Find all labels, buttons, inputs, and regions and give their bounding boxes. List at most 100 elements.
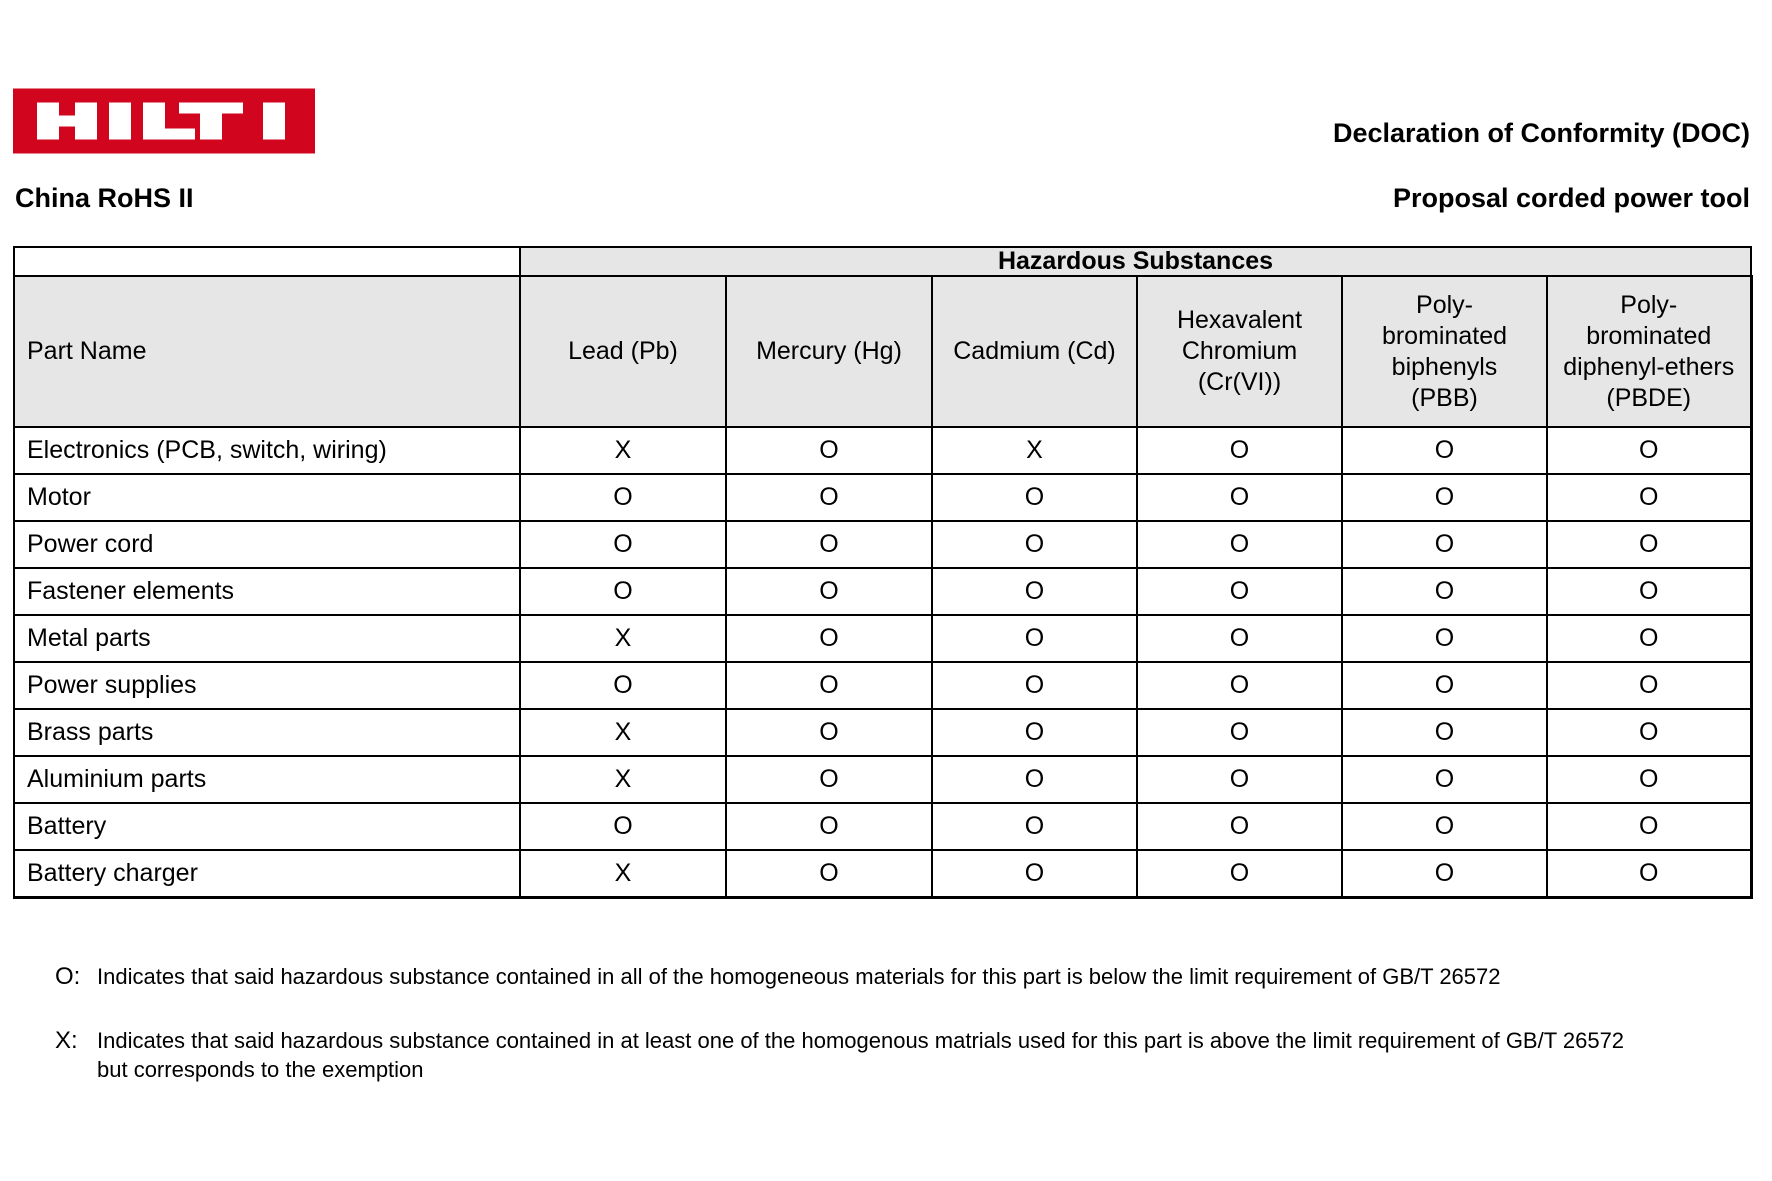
part-name-cell: Motor [13,473,521,522]
rohs-substances-table: Hazardous Substances Part Name Lead (Pb)… [13,246,1753,899]
value-cell: O [1341,567,1548,616]
table-row-power-supplies: Power supplies O O O O O O [13,661,1753,710]
part-name-header: Part Name [13,275,521,428]
value-cell: O [519,520,727,569]
value-cell: O [931,520,1138,569]
value-cell: O [1136,426,1343,475]
value-cell: O [931,567,1138,616]
value-cell: O [519,661,727,710]
value-cell: X [519,708,727,757]
value-cell: O [1136,520,1343,569]
value-cell: O [725,426,933,475]
part-name-cell: Battery charger [13,849,521,899]
part-name-cell: Metal parts [13,614,521,663]
value-cell: X [931,426,1138,475]
value-cell: O [1136,661,1343,710]
value-cell: X [519,755,727,804]
value-cell: O [931,849,1138,899]
value-cell: O [519,567,727,616]
value-cell: O [725,567,933,616]
value-cell: O [931,661,1138,710]
subtitle-china-rohs: China RoHS II [15,183,194,213]
part-name-cell: Battery [13,802,521,851]
table-row-metal-parts: Metal parts X O O O O O [13,614,1753,663]
doc-title: Declaration of Conformity (DOC) [1332,118,1750,148]
value-cell: O [1136,755,1343,804]
value-cell: O [725,520,933,569]
part-name-cell: Electronics (PCB, switch, wiring) [13,426,521,475]
value-cell: O [1546,614,1753,663]
value-cell: O [931,473,1138,522]
hilti-logo [13,88,315,154]
value-cell: O [1136,614,1343,663]
legend-text-x: Indicates that said hazardous substance … [97,1028,1625,1082]
legend-item-o: O: Indicates that said hazardous substan… [55,962,1501,991]
value-cell: O [931,614,1138,663]
legend-item-x: X: Indicates that said hazardous substan… [55,1026,1624,1084]
value-cell: O [1341,614,1548,663]
group-header-row: Hazardous Substances [13,246,1752,277]
value-cell: O [1136,567,1343,616]
value-cell: O [1546,708,1753,757]
column-header-row: Part Name Lead (Pb) Mercury (Hg) Cadmium… [13,275,1753,428]
column-header-pbde: Poly- brominated diphenyl-ethers (PBDE) [1546,275,1753,428]
value-cell: O [1341,802,1548,851]
value-cell: O [725,849,933,899]
value-cell: O [1136,849,1343,899]
part-name-cell: Brass parts [13,708,521,757]
value-cell: X [519,426,727,475]
value-cell: O [1341,755,1548,804]
table-top-left-spacer [13,246,521,277]
value-cell: O [1136,802,1343,851]
value-cell: X [519,614,727,663]
value-cell: O [725,614,933,663]
table-row-power-cord: Power cord O O O O O O [13,520,1753,569]
value-cell: O [1341,520,1548,569]
legend-symbol-o: O: [55,963,81,990]
table-row-battery-charger: Battery charger X O O O O O [13,849,1753,899]
value-cell: O [1546,567,1753,616]
value-cell: O [931,708,1138,757]
table-row-motor: Motor O O O O O O [13,473,1753,522]
value-cell: O [1546,473,1753,522]
value-cell: O [1341,473,1548,522]
value-cell: O [1546,755,1753,804]
value-cell: O [1546,849,1753,899]
value-cell: O [725,473,933,522]
value-cell: O [931,802,1138,851]
value-cell: O [1546,520,1753,569]
value-cell: O [1136,708,1343,757]
column-header-pbb: Poly- brominated biphenyls (PBB) [1341,275,1548,428]
value-cell: O [1341,708,1548,757]
part-name-cell: Fastener elements [13,567,521,616]
value-cell: O [1546,661,1753,710]
part-name-cell: Aluminium parts [13,755,521,804]
column-header-hexavalent-chromium: Hexavalent Chromium (Cr(VI)) [1136,275,1343,428]
value-cell: O [1546,802,1753,851]
table-row-aluminium-parts: Aluminium parts X O O O O O [13,755,1753,804]
subtitle-proposal: Proposal corded power tool [1392,183,1750,213]
value-cell: O [725,755,933,804]
value-cell: O [1341,849,1548,899]
legend-text-o: Indicates that said hazardous substance … [97,964,1501,989]
column-header-mercury: Mercury (Hg) [725,275,933,428]
value-cell: O [519,802,727,851]
value-cell: O [1136,473,1343,522]
value-cell: O [1546,426,1753,475]
value-cell: O [725,661,933,710]
table-row-electronics: Electronics (PCB, switch, wiring) X O X … [13,426,1753,475]
value-cell: O [519,473,727,522]
value-cell: O [931,755,1138,804]
column-header-lead: Lead (Pb) [519,275,727,428]
part-name-cell: Power cord [13,520,521,569]
value-cell: O [725,802,933,851]
part-name-cell: Power supplies [13,661,521,710]
column-header-cadmium: Cadmium (Cd) [931,275,1138,428]
table-row-fastener-elements: Fastener elements O O O O O O [13,567,1753,616]
value-cell: O [1341,426,1548,475]
legend-symbol-x: X: [55,1027,78,1054]
value-cell: X [519,849,727,899]
hazardous-substances-group-header: Hazardous Substances [519,246,1752,277]
value-cell: O [725,708,933,757]
table-row-battery: Battery O O O O O O [13,802,1753,851]
